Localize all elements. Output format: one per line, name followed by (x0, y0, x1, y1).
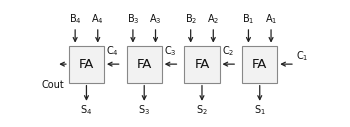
Text: S$_4$: S$_4$ (80, 103, 93, 116)
Text: C$_4$: C$_4$ (106, 44, 119, 58)
Text: FA: FA (194, 58, 210, 71)
Text: B$_1$: B$_1$ (242, 12, 255, 26)
Text: A$_1$: A$_1$ (265, 12, 277, 26)
Text: C$_2$: C$_2$ (222, 44, 234, 58)
Text: FA: FA (136, 58, 152, 71)
Bar (127, 46, 162, 83)
Bar (184, 46, 219, 83)
Text: A$_2$: A$_2$ (207, 12, 219, 26)
Text: FA: FA (79, 58, 94, 71)
Text: B$_3$: B$_3$ (127, 12, 139, 26)
Text: B$_4$: B$_4$ (69, 12, 82, 26)
Bar (69, 46, 104, 83)
Text: S$_1$: S$_1$ (254, 103, 266, 116)
Text: A$_4$: A$_4$ (91, 12, 104, 26)
Text: B$_2$: B$_2$ (184, 12, 197, 26)
Text: S$_2$: S$_2$ (196, 103, 208, 116)
Text: C$_3$: C$_3$ (164, 44, 177, 58)
Text: Cout: Cout (41, 80, 64, 90)
Text: S$_3$: S$_3$ (138, 103, 150, 116)
Text: FA: FA (252, 58, 267, 71)
Text: A$_3$: A$_3$ (149, 12, 162, 26)
Text: C$_1$: C$_1$ (296, 49, 309, 63)
Bar (242, 46, 277, 83)
